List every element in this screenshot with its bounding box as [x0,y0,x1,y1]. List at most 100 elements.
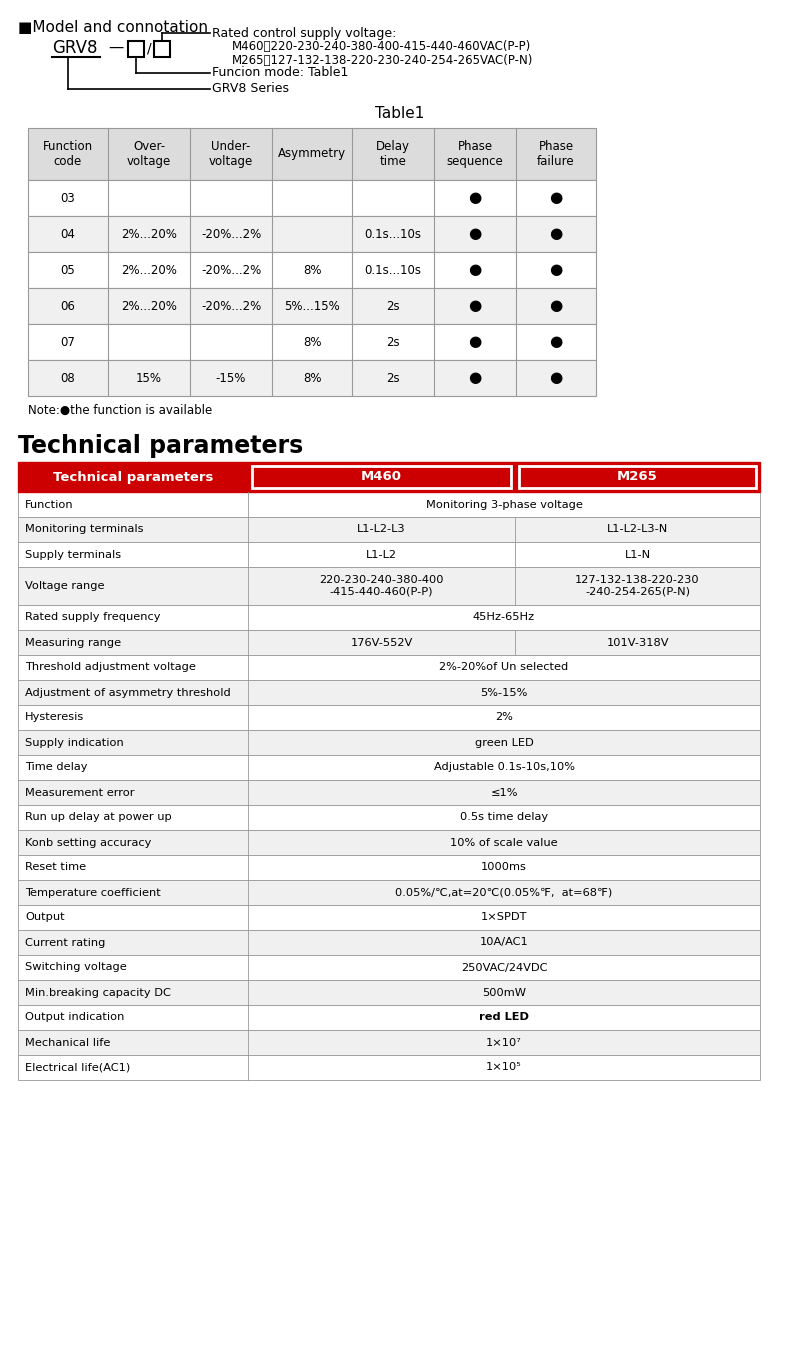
Text: 05: 05 [61,263,75,277]
Text: 15%: 15% [136,372,162,384]
Bar [18,980,760,1005]
Text: 10A/AC1: 10A/AC1 [480,937,528,948]
Text: 101V-318V: 101V-318V [606,637,669,648]
Text: 2%-20%of Un selected: 2%-20%of Un selected [439,663,569,672]
Text: —: — [108,39,123,54]
Text: Function
code: Function code [43,140,93,168]
Text: ≤1%: ≤1% [490,788,518,797]
Text: Output indication: Output indication [25,1013,124,1023]
Bar [128,41,144,57]
Text: Technical parameters: Technical parameters [18,435,303,458]
Text: ●: ● [468,371,482,386]
Text: Threshold adjustment voltage: Threshold adjustment voltage [25,663,196,672]
Text: -15%: -15% [216,372,246,384]
Text: Voltage range: Voltage range [25,581,105,591]
Bar [18,630,760,655]
Text: Electrical life(AC1): Electrical life(AC1) [25,1062,130,1073]
Bar [18,462,760,492]
Text: 2s: 2s [386,372,400,384]
Text: Monitoring terminals: Monitoring terminals [25,524,143,535]
Bar [18,1005,760,1029]
Text: 8%: 8% [302,335,322,349]
Text: Funcion mode: Table1: Funcion mode: Table1 [212,67,348,80]
Text: ●: ● [550,190,562,205]
Text: Hysteresis: Hysteresis [25,713,84,722]
Text: Time delay: Time delay [25,762,87,773]
Text: 0.1s...10s: 0.1s...10s [365,263,422,277]
Bar [18,880,760,904]
Text: 2%...20%: 2%...20% [121,228,177,240]
Text: 06: 06 [61,300,75,312]
Text: 5%...15%: 5%...15% [284,300,340,312]
Text: /: / [146,42,151,56]
Bar [18,955,760,980]
Text: 2%...20%: 2%...20% [121,300,177,312]
Text: 03: 03 [61,191,75,205]
Text: Measurement error: Measurement error [25,788,134,797]
Text: Mechanical life: Mechanical life [25,1038,110,1047]
Bar [519,466,756,488]
Text: ■Model and connotation: ■Model and connotation [18,20,208,35]
Text: Reset time: Reset time [25,862,86,872]
Text: Rated control supply voltage:: Rated control supply voltage: [212,27,396,39]
Text: 500mW: 500mW [482,987,526,998]
Text: Delay
time: Delay time [376,140,410,168]
Text: GRV8: GRV8 [52,39,98,57]
Bar [28,181,596,216]
Text: L1-N: L1-N [625,550,650,559]
Text: Measuring range: Measuring range [25,637,121,648]
Bar [28,288,596,325]
Bar [18,779,760,805]
Text: ●: ● [550,227,562,242]
Bar [18,705,760,731]
Text: ●: ● [550,262,562,277]
Text: ●: ● [550,334,562,349]
Bar [28,128,596,181]
Text: -20%...2%: -20%...2% [201,263,261,277]
Bar [18,755,760,779]
Text: L1-L2-L3-N: L1-L2-L3-N [607,524,668,535]
Text: 5%-15%: 5%-15% [480,687,528,698]
Text: M265: M265 [617,470,658,483]
Text: 127-132-138-220-230
-240-254-265(P-N): 127-132-138-220-230 -240-254-265(P-N) [575,576,700,596]
Bar [18,904,760,930]
Text: Technical parameters: Technical parameters [53,470,213,483]
Text: 1×10⁷: 1×10⁷ [486,1038,522,1047]
Text: ●: ● [550,371,562,386]
Text: 10% of scale value: 10% of scale value [450,838,558,847]
Text: GRV8 Series: GRV8 Series [212,83,289,95]
Text: Rated supply frequency: Rated supply frequency [25,612,161,622]
Text: ●: ● [468,227,482,242]
Text: Output: Output [25,913,65,922]
Text: Min.breaking capacity DC: Min.breaking capacity DC [25,987,171,998]
Text: ●: ● [468,299,482,314]
Bar [18,1055,760,1080]
Text: L1-L2-L3: L1-L2-L3 [357,524,406,535]
Text: ●: ● [550,299,562,314]
Text: 8%: 8% [302,263,322,277]
Text: 8%: 8% [302,372,322,384]
Text: 176V-552V: 176V-552V [350,637,413,648]
Bar [18,680,760,705]
Text: 2%...20%: 2%...20% [121,263,177,277]
Bar [18,655,760,680]
Text: Temperature coefficient: Temperature coefficient [25,888,161,898]
Bar [18,606,760,630]
Text: 2%: 2% [495,713,513,722]
Text: Note:●the function is available: Note:●the function is available [28,403,212,417]
Bar [18,492,760,517]
Text: ●: ● [468,190,482,205]
Bar [28,216,596,253]
Text: 45Hz-65Hz: 45Hz-65Hz [473,612,535,622]
Text: Supply terminals: Supply terminals [25,550,121,559]
Text: Switching voltage: Switching voltage [25,963,126,972]
Text: Run up delay at power up: Run up delay at power up [25,812,172,823]
Text: Adjustment of asymmetry threshold: Adjustment of asymmetry threshold [25,687,230,698]
Bar [28,325,596,360]
Bar [18,930,760,955]
Text: 07: 07 [61,335,75,349]
Text: M460：220-230-240-380-400-415-440-460VAC(P-P): M460：220-230-240-380-400-415-440-460VAC(… [232,41,531,53]
Text: Function: Function [25,500,74,509]
Text: Monitoring 3-phase voltage: Monitoring 3-phase voltage [426,500,582,509]
Text: 2s: 2s [386,335,400,349]
